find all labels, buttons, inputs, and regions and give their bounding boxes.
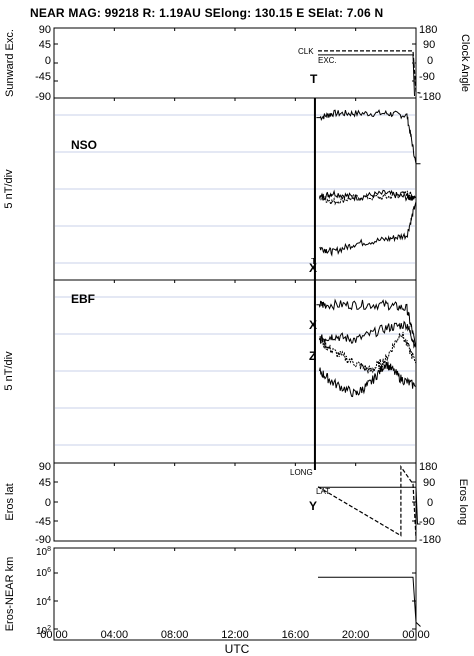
tick-label: 0 — [45, 55, 51, 67]
nso-ylabel: 5 nT/div — [3, 169, 15, 209]
ebf-label: EBF — [71, 292, 95, 306]
sunward-tick-marks — [54, 43, 416, 82]
eros-long-ylabel: Eros long — [457, 479, 469, 525]
tick-label: 108 — [36, 546, 51, 558]
eros-latlong-tick-marks — [54, 481, 416, 522]
tick-label: -90 — [419, 71, 435, 83]
long-annotation: LONG — [290, 468, 313, 477]
series-line-t — [316, 298, 417, 348]
tick-label: 180 — [419, 461, 437, 473]
tick-label: -45 — [35, 71, 51, 83]
sunward-left-ticks: 90 45 0 -45 -90 — [35, 24, 51, 103]
eros-long-ticks: 180 90 0 -90 -180 — [419, 461, 441, 546]
clk-annotation: CLK — [298, 47, 314, 56]
x-tick-label: 16:00 — [282, 629, 310, 641]
eros-lat-ylabel: Eros lat — [4, 483, 16, 520]
sunward-ylabel: Sunward Exc. — [4, 29, 16, 97]
clock-angle-ylabel: Clock Angle — [459, 34, 471, 92]
tick-label: 90 — [423, 477, 435, 489]
x-tick-label: 20:00 — [342, 629, 370, 641]
series-line-long — [317, 464, 417, 539]
series-line-y — [319, 331, 417, 374]
panel-sunward-frame — [53, 27, 417, 99]
series-line-distance — [318, 576, 421, 627]
series-line-z — [319, 201, 417, 257]
panel-eros-distance-frame — [53, 547, 417, 641]
tick-label: 45 — [39, 39, 51, 51]
figure-title: NEAR MAG: 99218 R: 1.19AU SElong: 130.15… — [30, 6, 383, 20]
series-line-clk — [318, 50, 421, 94]
series-line-x — [319, 320, 417, 349]
panel-eros-latlong-frame — [53, 462, 417, 542]
tick-label: 104 — [36, 596, 51, 608]
tick-label: 45 — [39, 477, 51, 489]
series-line-exc- — [318, 54, 415, 97]
distance-ticks: 108 106 104 102 — [36, 546, 51, 637]
ebf-marker-z: Z — [309, 349, 316, 363]
x-tick-label: 00:00 — [40, 629, 68, 641]
tick-label: -90 — [35, 534, 51, 546]
series-line-z — [319, 361, 417, 398]
tick-label: -90 — [419, 516, 435, 528]
tick-label: -180 — [419, 534, 441, 546]
tick-label: 90 — [423, 39, 435, 51]
series-line-x — [319, 189, 416, 202]
tick-label: 180 — [419, 24, 437, 36]
series-line-t — [316, 109, 421, 165]
distance-ylabel: Eros-NEAR km — [4, 557, 16, 632]
series-line-y — [319, 189, 417, 206]
nso-gridlines — [55, 114, 415, 264]
nso-label: NSO — [71, 138, 97, 152]
tick-label: 90 — [39, 24, 51, 36]
x-axis-label: UTC — [225, 642, 250, 656]
tick-label: -45 — [35, 516, 51, 528]
distance-tick-marks — [54, 572, 416, 630]
tick-label: 106 — [36, 567, 51, 579]
tick-label: 0 — [427, 497, 433, 509]
x-tick-label: 00:00 — [402, 629, 430, 641]
tick-label: 0 — [45, 497, 51, 509]
x-axis-ticks: 00:00 04:00 08:00 12:00 16:00 20:00 00:00 — [40, 28, 430, 641]
ebf-gridlines — [55, 296, 415, 446]
series-line-lat — [318, 486, 421, 525]
ebf-ylabel: 5 nT/div — [3, 351, 15, 391]
tick-label: 0 — [427, 55, 433, 67]
lat-annotation: LAT — [316, 487, 330, 496]
t-marker: T — [310, 72, 318, 86]
y-marker: Y — [309, 499, 317, 513]
tick-label: -180 — [419, 91, 441, 103]
tick-label: -90 — [35, 91, 51, 103]
eros-lat-ticks: 90 45 0 -45 -90 — [35, 461, 51, 546]
x-tick-label: 08:00 — [161, 629, 189, 641]
nso-marker-t: T — [311, 257, 316, 266]
x-tick-label: 04:00 — [101, 629, 129, 641]
series-layer — [313, 50, 421, 627]
tick-label: 90 — [39, 461, 51, 473]
ebf-marker-x: X — [309, 318, 317, 332]
x-tick-label: 12:00 — [221, 629, 249, 641]
nso-marker-x: X — [309, 261, 317, 275]
sunward-right-ticks: 180 90 0 -90 -180 — [419, 24, 441, 103]
exc-annotation: EXC. — [318, 56, 337, 65]
